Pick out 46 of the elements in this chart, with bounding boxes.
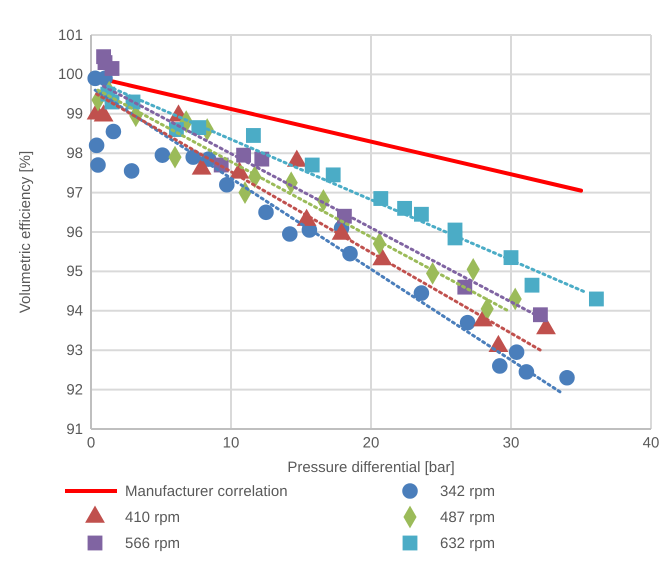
x-tick-label: 20: [362, 434, 380, 452]
legend-label: 487 rpm: [440, 509, 496, 526]
point: [88, 138, 104, 154]
point: [104, 61, 120, 76]
point: [460, 314, 476, 330]
x-tick-label: 40: [642, 434, 660, 452]
y-tick-label: 96: [66, 224, 83, 241]
point: [219, 176, 235, 192]
point: [492, 358, 508, 374]
y-tick-label: 95: [66, 263, 83, 280]
y-tick-label: 91: [66, 420, 83, 438]
legend-label: 342 rpm: [440, 483, 496, 500]
y-axis-title: Volumetric efficiency [%]: [17, 150, 34, 314]
y-tick-label: 99: [66, 106, 83, 123]
point: [508, 344, 524, 360]
point: [397, 200, 412, 216]
y-tick-label: 93: [66, 342, 83, 359]
point: [246, 128, 261, 143]
point: [532, 307, 548, 322]
point: [90, 157, 106, 173]
point: [282, 226, 298, 242]
y-tick-label: 92: [66, 381, 83, 398]
point: [258, 204, 274, 220]
x-tick-label: 0: [86, 434, 96, 452]
x-tick-label: 10: [222, 434, 240, 452]
x-tick-label: 30: [502, 434, 520, 452]
legend-label: 632 rpm: [440, 535, 496, 552]
point: [326, 167, 341, 182]
point: [414, 285, 430, 301]
y-tick-label: 101: [58, 26, 83, 44]
legend-label: 566 rpm: [125, 535, 180, 552]
y-tick-label: 100: [58, 66, 83, 84]
legend-label: Manufacturer correlation: [125, 483, 288, 500]
y-tick-label: 97: [66, 184, 83, 202]
point: [304, 158, 320, 172]
legend-label: 410 rpm: [125, 509, 180, 526]
point: [414, 206, 429, 222]
point: [106, 124, 122, 140]
point: [154, 147, 170, 163]
y-tick-label: 94: [66, 302, 83, 320]
point: [524, 278, 540, 293]
point: [559, 370, 575, 386]
y-tick-label: 98: [66, 145, 83, 162]
x-axis-title: Pressure differential [bar]: [287, 459, 455, 476]
point: [124, 163, 140, 179]
point: [588, 292, 604, 306]
